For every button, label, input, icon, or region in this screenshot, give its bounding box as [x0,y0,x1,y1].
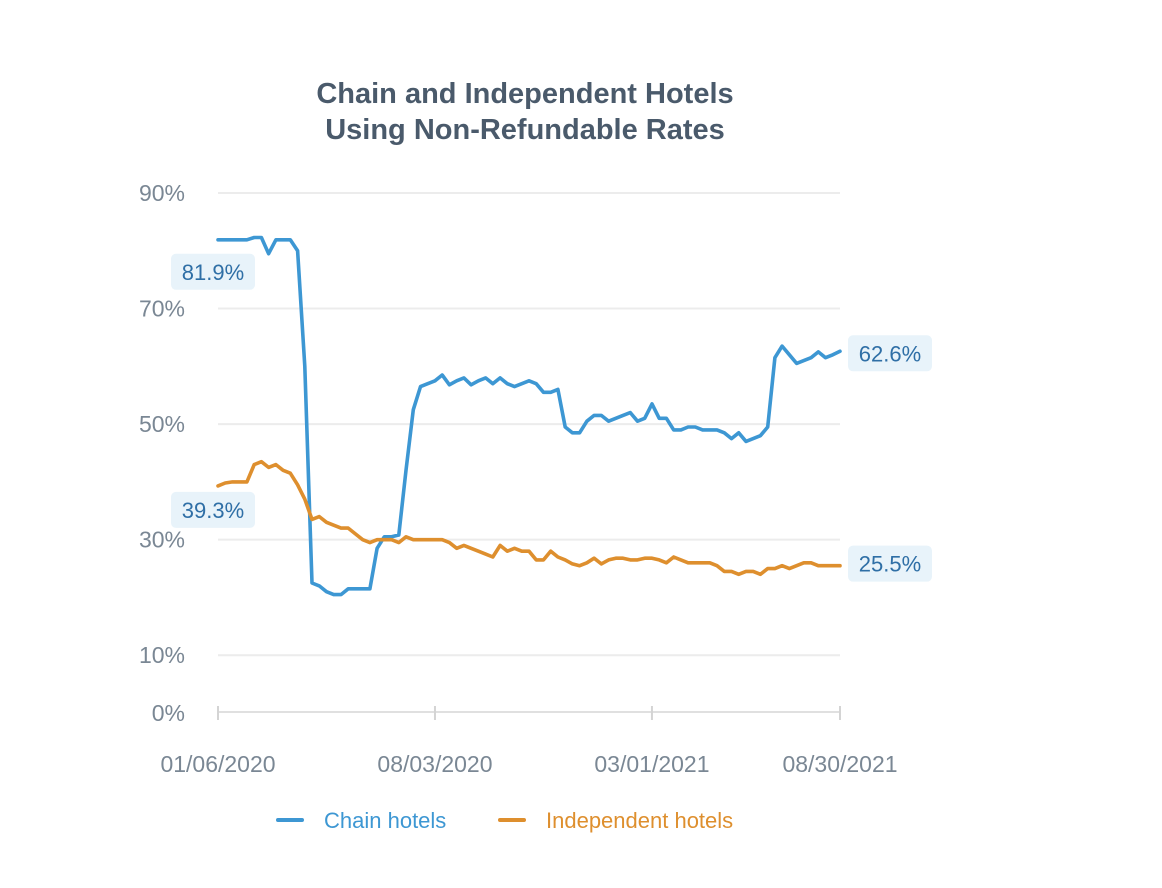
series-line-chain-hotels [216,235,842,597]
y-tick-label: 10% [139,642,185,668]
series-lines [216,235,842,597]
independent-end-label: 25.5% [848,545,932,582]
y-tick-label: 30% [139,527,185,553]
y-tick-label: 90% [139,180,185,206]
y-tick-label: 50% [139,411,185,437]
x-tick-label: 01/06/2020 [160,751,275,777]
independent-start-label: 39.3% [171,491,255,528]
legend-label-chain-hotels: Chain hotels [324,808,446,833]
x-tick-label: 08/03/2020 [377,751,492,777]
chain-start-label: 81.9% [171,253,255,290]
independent-start-label-text: 39.3% [182,498,244,523]
x-tick-label: 03/01/2021 [594,751,709,777]
y-axis-tick-labels: 0% 10% 30% 50% 70% 90% [139,180,185,726]
x-axis-tick-labels: 01/06/2020 08/03/2020 03/01/2021 08/30/2021 [160,751,897,777]
y-tick-label: 0% [152,700,185,726]
chain-end-label: 62.6% [848,335,932,372]
legend: Chain hotels Independent hotels [276,808,733,833]
independent-end-label-bg [848,545,932,582]
y-tick-label: 70% [139,296,185,322]
x-axis [217,706,841,720]
data-labels: 81.9% 62.6% 39.3% 25.5% [171,253,932,582]
chart-title-line-2: Using Non-Refundable Rates [325,114,725,146]
independent-end-label-text: 25.5% [859,552,921,577]
chart-title-line-1: Chain and Independent Hotels [316,78,733,110]
legend-label-independent-hotels: Independent hotels [546,808,733,833]
chain-end-label-bg [848,335,932,372]
gridlines [218,192,840,657]
independent-start-label-bg [171,491,255,528]
x-tick-label: 08/30/2021 [782,751,897,777]
series-line-independent-hotels [216,459,842,577]
chain-end-label-text: 62.6% [859,341,921,366]
chain-start-label-text: 81.9% [182,260,244,285]
chain-start-label-bg [171,253,255,290]
